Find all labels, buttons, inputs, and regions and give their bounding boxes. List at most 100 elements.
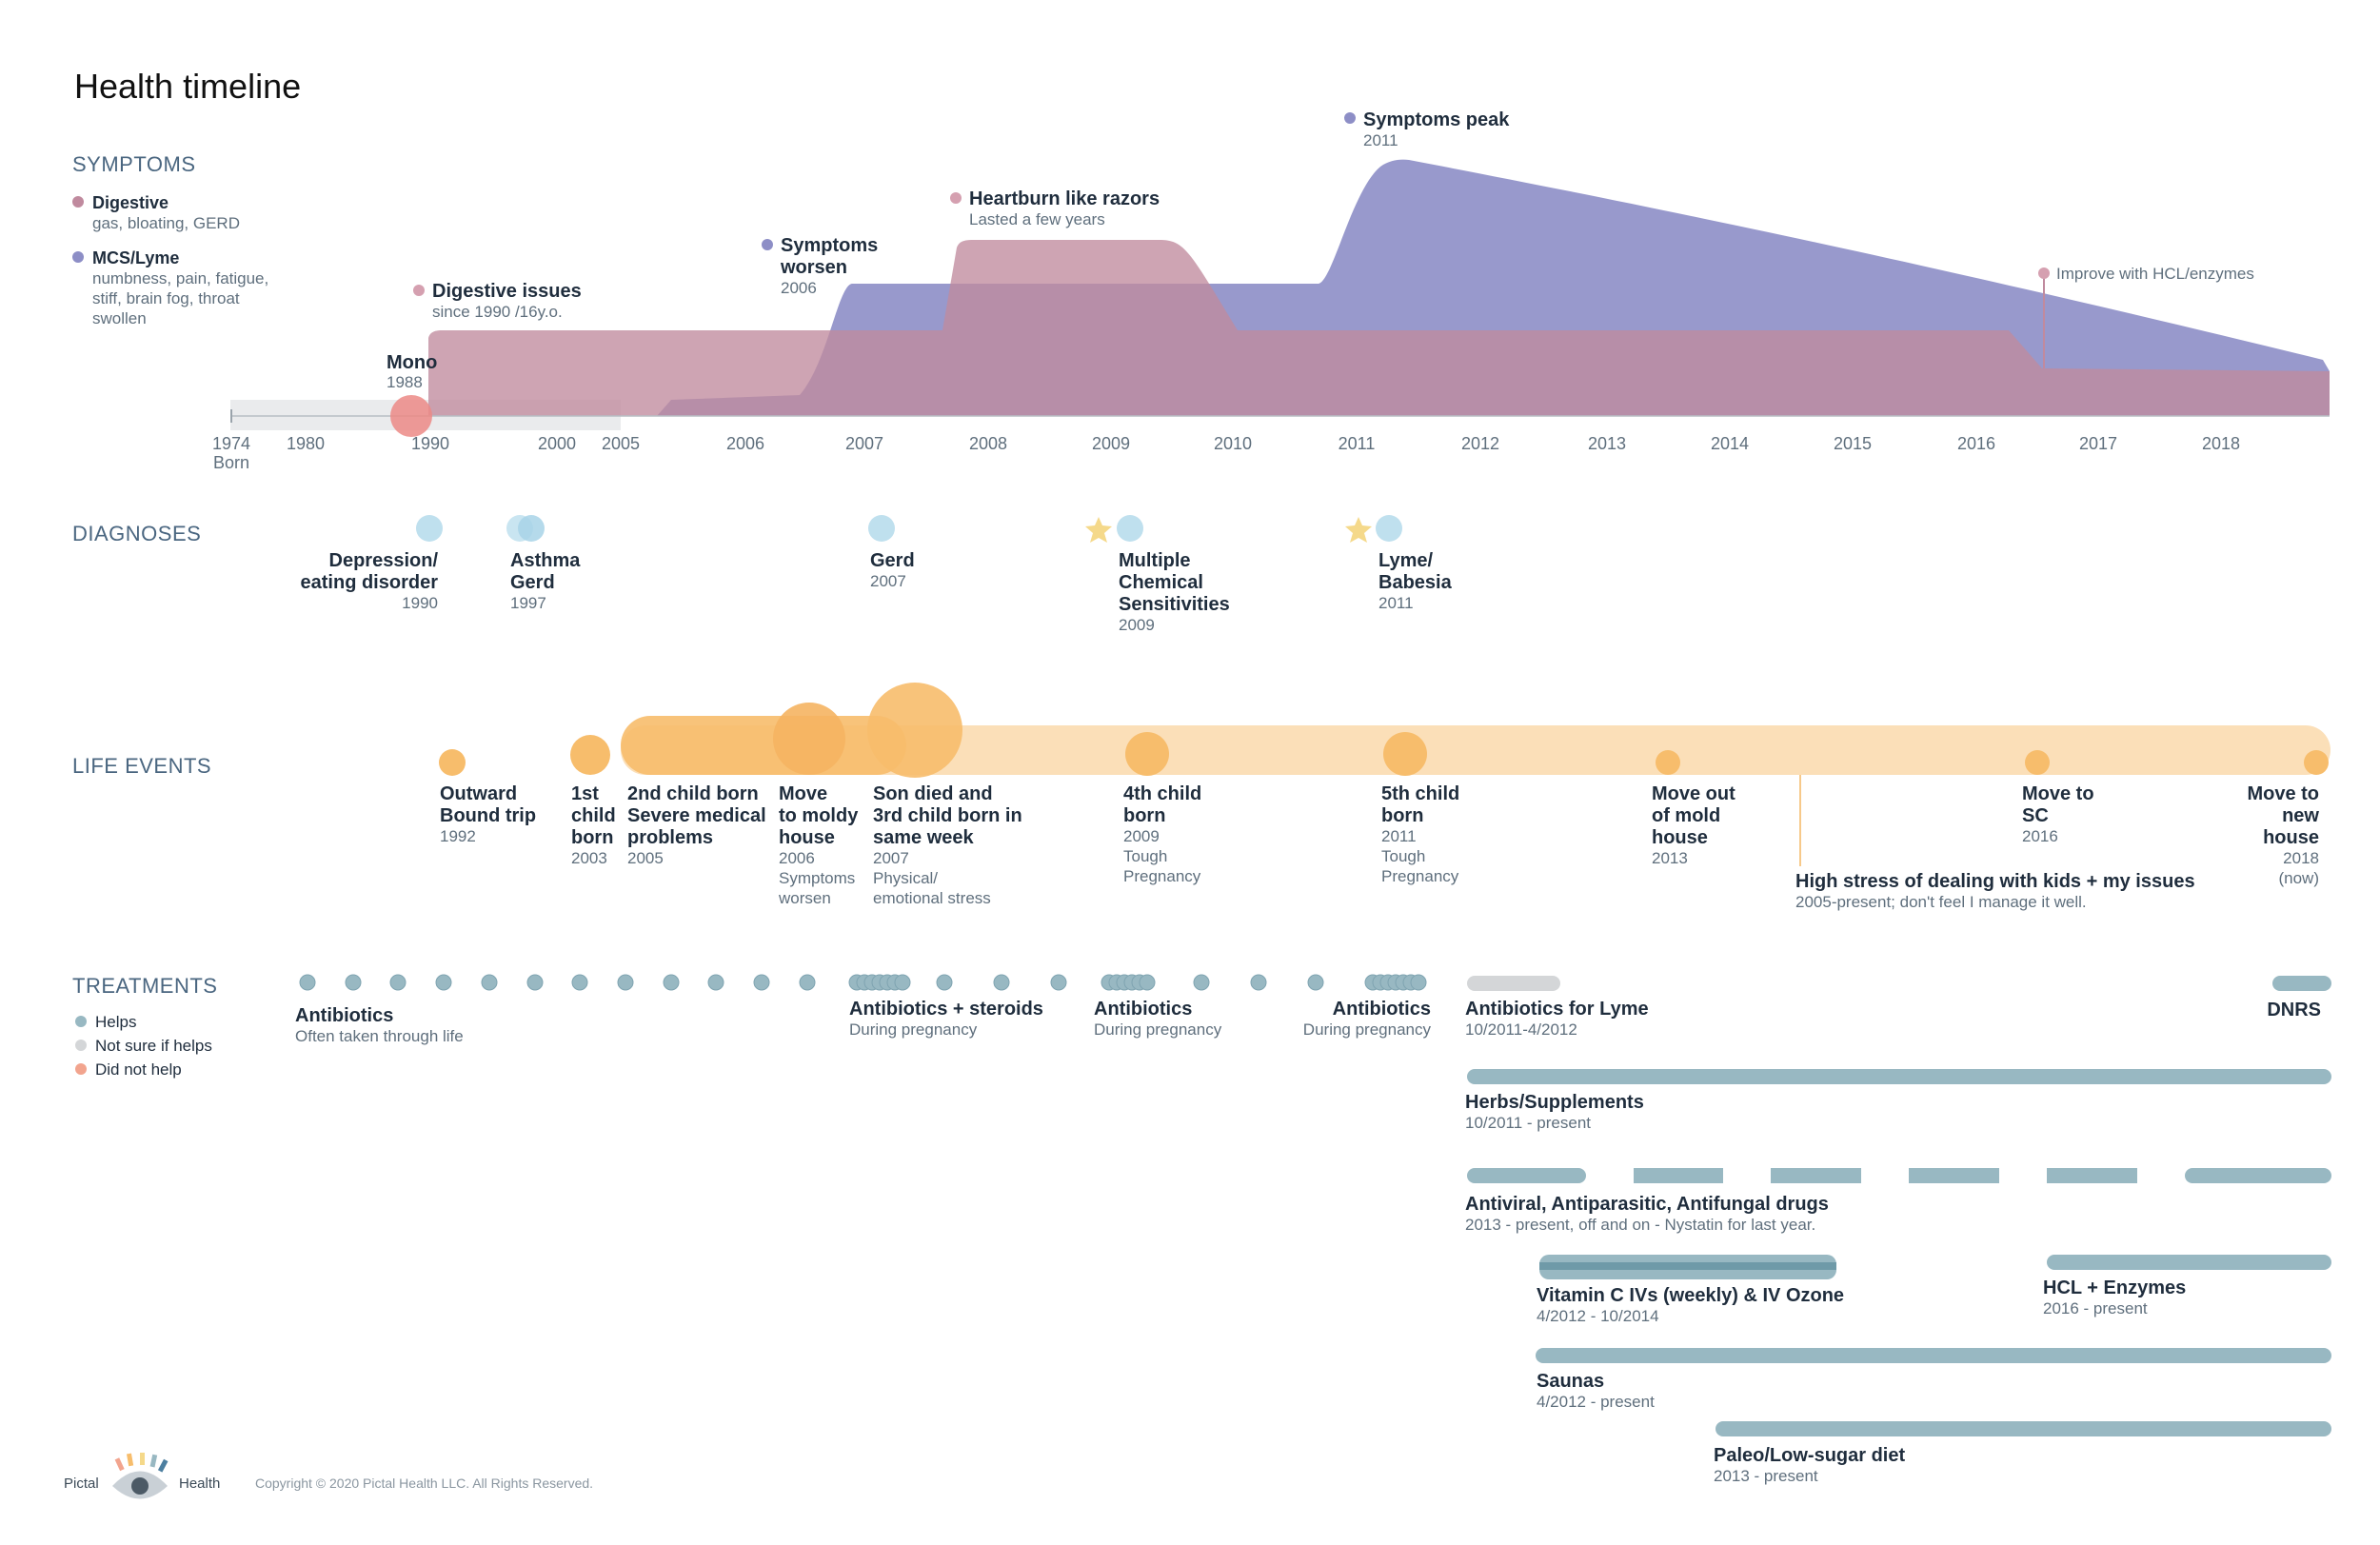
life-event-sub: (now) <box>2278 869 2319 887</box>
antibiotic-course-dot <box>345 974 362 991</box>
axis-tick-label: 2010 <box>1214 434 1252 453</box>
diagnosis-dot <box>518 515 545 542</box>
axis-tick-label: 2009 <box>1092 434 1130 453</box>
section-diagnoses: DIAGNOSES <box>72 522 201 545</box>
treatment-bar-herbs <box>1467 1069 2331 1084</box>
life-event-title: Move to <box>2247 783 2319 804</box>
antibiotic-course-dot <box>481 974 498 991</box>
treatment-bar-lyme-antibiotics <box>1467 976 1560 991</box>
annotation-worsen-dot <box>762 239 773 250</box>
annotation-digestive-title: Digestive issues <box>432 281 582 302</box>
legend-did-not-help-label: Did not help <box>95 1060 182 1079</box>
treatment-sub: During pregnancy <box>849 1020 978 1039</box>
page-title: Health timeline <box>74 67 301 106</box>
diagnosis-title: Asthma <box>510 550 581 571</box>
legend-mcs-desc-1: numbness, pain, fatigue, <box>92 269 268 287</box>
life-event-title: house <box>1652 827 1708 848</box>
diagnosis-year: 2007 <box>870 572 906 590</box>
section-treatments: TREATMENTS <box>72 974 217 998</box>
treatment-title: HCL + Enzymes <box>2043 1278 2186 1298</box>
life-event-sub: 2016 <box>2022 827 2058 845</box>
diagnosis-title: Chemical <box>1119 572 1203 593</box>
life-event-title: new <box>2282 805 2319 826</box>
antibiotic-course-dot <box>617 974 634 991</box>
diagnosis-dot <box>1117 515 1143 542</box>
life-event-sub: emotional stress <box>873 889 991 907</box>
annotation-mono-year: 1988 <box>387 373 423 391</box>
life-event-sub: 2011 <box>1381 827 1417 845</box>
life-event-sub: 1992 <box>440 827 476 845</box>
life-event-title: Move out <box>1652 783 1735 804</box>
star-icon <box>1085 517 1112 543</box>
treatment-bar-dnrs <box>2272 976 2331 991</box>
life-event-sub: Tough <box>1123 847 1167 865</box>
axis-tick-label: 2006 <box>726 434 764 453</box>
life-event-sub: 2018 <box>2283 849 2319 867</box>
antibiotic-course-dot <box>894 974 911 991</box>
life-event-title: born <box>1123 805 1165 826</box>
annotation-heartburn-sub: Lasted a few years <box>969 210 1105 228</box>
axis-tick-label: 2011 <box>1339 434 1376 453</box>
annotation-digestive-dot <box>413 285 425 296</box>
legend-mcs-dot <box>72 251 84 263</box>
legend-did-not-help-dot <box>75 1063 87 1075</box>
antibiotic-course-dot <box>299 974 316 991</box>
axis-tick-label: 2018 <box>2202 434 2240 453</box>
life-event-sub: Tough <box>1381 847 1425 865</box>
treatment-bar-antiviral-segment <box>1467 1168 1586 1183</box>
antibiotic-course-dot <box>1307 974 1324 991</box>
annotation-heartburn-title: Heartburn like razors <box>969 188 1160 209</box>
life-event-sub: Symptoms <box>779 869 855 887</box>
axis-tick-label: 2016 <box>1957 434 1995 453</box>
annotation-peak-year: 2011 <box>1363 131 1398 149</box>
axis-born-label: Born <box>213 453 249 472</box>
timeline-axis: 1974 1980 1990 2000 2005 2006 2007 2008 … <box>212 409 2240 472</box>
life-event-title: 2nd child born <box>627 783 759 804</box>
antibiotic-course-dot <box>1050 974 1067 991</box>
life-stress-band <box>621 725 2330 775</box>
antibiotic-course-dot <box>571 974 588 991</box>
treatment-bar-hcl <box>2047 1255 2331 1270</box>
footer: Pictal Health Copyright © 2020 Pictal He… <box>64 1453 593 1499</box>
treatment-sub: 10/2011-4/2012 <box>1465 1020 1577 1039</box>
diagnosis-year: 2009 <box>1119 616 1155 634</box>
antibiotic-course-dot <box>753 974 770 991</box>
life-event-title: 4th child <box>1123 783 1201 804</box>
diagnosis-title: Gerd <box>510 572 555 593</box>
treatment-title: Herbs/Supplements <box>1465 1092 1644 1113</box>
treatment-bar-antiviral-segment <box>2185 1168 2331 1183</box>
diagnosis-year: 1990 <box>402 594 438 612</box>
treatment-title: Antibiotics <box>295 1005 393 1026</box>
life-event-dot <box>439 749 466 776</box>
annotation-peak-title: Symptoms peak <box>1363 109 1510 130</box>
axis-tick-label: 2017 <box>2079 434 2117 453</box>
treatment-labels: Antibiotics Often taken through life Ant… <box>295 999 2321 1485</box>
annotation-improve-title: Improve with HCL/enzymes <box>2056 265 2254 283</box>
antibiotic-course-dot <box>707 974 724 991</box>
axis-tick-label: 2012 <box>1461 434 1499 453</box>
treatment-sub: 4/2012 - 10/2014 <box>1537 1307 1659 1325</box>
life-event-sub: 2013 <box>1652 849 1688 867</box>
life-event-sub: Pregnancy <box>1381 867 1459 885</box>
life-event-dot <box>867 683 962 778</box>
antibiotic-course-dot <box>936 974 953 991</box>
diagnosis-dot <box>1376 515 1402 542</box>
treatment-bars <box>1467 976 2331 1436</box>
annotation-digestive-sub: since 1990 /16y.o. <box>432 303 563 321</box>
treatment-title: Paleo/Low-sugar diet <box>1714 1445 1905 1466</box>
axis-tick-label: 1990 <box>411 434 449 453</box>
diagnosis-year: 1997 <box>510 594 546 612</box>
legend-helps-label: Helps <box>95 1013 136 1031</box>
star-icon <box>1345 517 1372 543</box>
life-event-title: born <box>571 827 613 848</box>
antibiotic-course-dot <box>1250 974 1267 991</box>
antibiotic-course-dot <box>663 974 680 991</box>
treatment-bar-antiviral-segment <box>1909 1168 1999 1183</box>
treatment-sub: 2013 - present, off and on - Nystatin fo… <box>1465 1216 1815 1234</box>
treatment-sub: 4/2012 - present <box>1537 1393 1655 1411</box>
antibiotic-course-dot <box>526 974 544 991</box>
legend-mcs-desc-3: swollen <box>92 309 147 327</box>
annotation-worsen-title-2: worsen <box>780 257 847 278</box>
life-event-title: SC <box>2022 805 2049 826</box>
